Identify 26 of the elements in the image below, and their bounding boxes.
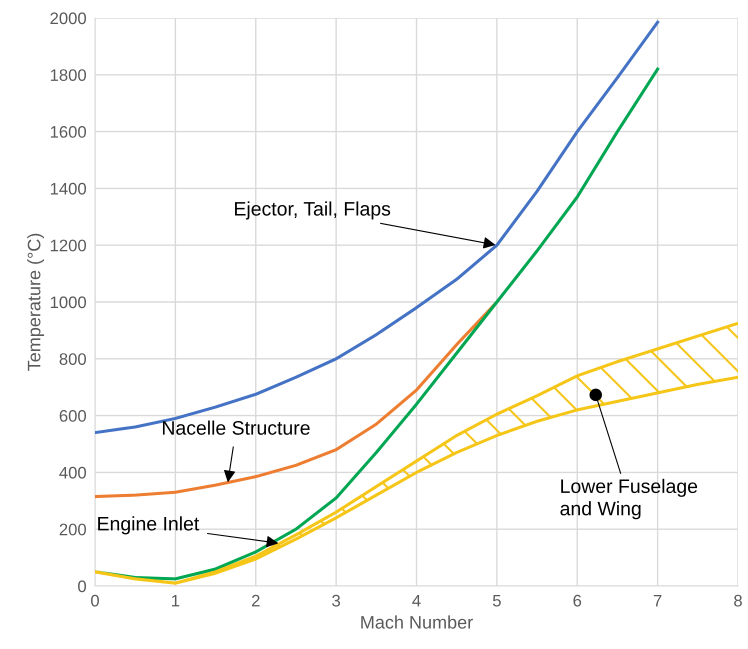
y-tick-label: 1800 [50,69,86,82]
x-tick-label: 2 [252,594,260,606]
x-tick-label: 8 [734,594,742,607]
x-axis-title: Mach Number [361,615,473,629]
x-tick-label: 3 [332,594,340,607]
y-tick-label: 1600 [50,126,86,138]
y-axis-title: Temperature (°C) [27,234,44,371]
y-tick-label: 600 [60,410,86,422]
x-tick-label: 7 [654,594,662,606]
y-tick-label: 1200 [50,240,86,252]
annotation: Lower Fuselage and Wing [560,478,698,520]
y-tick-label: 400 [59,466,86,479]
y-tick-label: 1400 [50,182,86,195]
annotation: Nacelle Structure [162,420,310,435]
annotation: Ejector, Tail, Flaps [235,201,390,220]
x-tick-label: 4 [412,594,421,606]
y-tick-label: 200 [60,524,86,536]
y-tick-label: 0 [78,580,86,592]
x-tick-label: 1 [172,594,180,606]
annotation: Engine Inlet [98,516,200,534]
y-tick-label: 800 [60,353,86,366]
x-tick-label: 0 [91,594,99,607]
x-tick-label: 5 [492,594,501,607]
x-tick-label: 6 [573,594,582,607]
y-tick-label: 1000 [50,296,86,308]
y-tick-label: 2000 [50,12,86,24]
